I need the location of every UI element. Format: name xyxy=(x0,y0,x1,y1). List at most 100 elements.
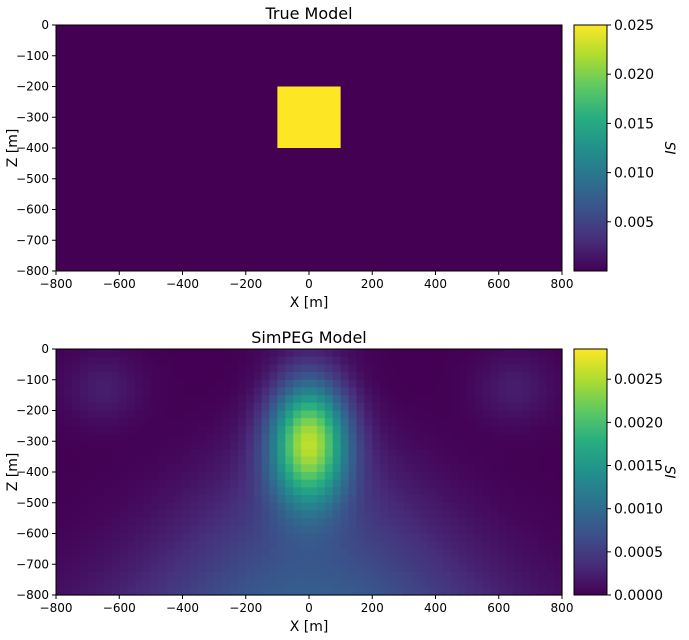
model-cell xyxy=(411,533,421,542)
model-cell xyxy=(459,587,468,596)
model-cell xyxy=(380,433,389,442)
model-cell xyxy=(79,379,89,389)
model-cell xyxy=(87,441,97,450)
model-cell xyxy=(340,587,350,596)
model-cell xyxy=(316,464,326,473)
model-cell xyxy=(403,379,413,389)
model-cell xyxy=(253,364,263,373)
model-cell xyxy=(253,441,263,450)
model-cell xyxy=(356,418,365,427)
model-cell xyxy=(364,410,373,419)
model-cell xyxy=(277,541,286,550)
model-cell xyxy=(285,464,294,473)
model-cell xyxy=(388,579,397,588)
model-cell xyxy=(530,441,539,450)
model-cell xyxy=(530,356,539,365)
model-cell xyxy=(506,479,516,488)
model-cell xyxy=(119,402,128,412)
model-cell xyxy=(95,464,105,473)
model-cell xyxy=(119,518,128,527)
model-cell xyxy=(514,548,524,558)
model-cell xyxy=(150,502,160,512)
model-cell xyxy=(229,379,239,389)
model-cell xyxy=(380,379,389,389)
model-cell xyxy=(63,448,73,458)
model-cell xyxy=(261,433,271,442)
y-tick-label: −500 xyxy=(16,496,49,510)
model-cell xyxy=(198,464,207,473)
model-cell xyxy=(253,395,263,404)
true-model-x-ticks: −800 −600 −400 −200 0 200 400 600 800 xyxy=(40,271,573,291)
model-cell xyxy=(150,364,160,373)
model-cell xyxy=(395,372,405,381)
model-cell xyxy=(364,472,373,481)
model-cell xyxy=(332,464,342,473)
model-cell xyxy=(530,464,539,473)
model-cell xyxy=(119,548,128,558)
model-cell xyxy=(467,564,476,573)
model-cell xyxy=(340,433,350,442)
model-cell xyxy=(332,387,342,396)
model-cell xyxy=(222,541,231,550)
model-cell xyxy=(79,448,89,458)
x-tick-label: −800 xyxy=(40,601,73,615)
model-cell xyxy=(63,387,73,396)
model-cell xyxy=(150,372,160,381)
model-cell xyxy=(277,518,286,527)
model-cell xyxy=(498,525,508,535)
model-cell xyxy=(443,533,452,542)
model-cell xyxy=(332,395,342,404)
model-cell xyxy=(546,349,555,358)
colorbar-tick-label: 0.020 xyxy=(614,67,654,83)
model-cell xyxy=(253,518,263,527)
model-cell xyxy=(340,372,350,381)
x-tick-label: 800 xyxy=(551,601,574,615)
model-cell xyxy=(309,356,318,365)
model-cell xyxy=(237,487,247,496)
model-cell xyxy=(166,587,176,596)
model-cell xyxy=(301,502,310,512)
colorbar-tick-label: 0.025 xyxy=(614,18,654,34)
model-cell xyxy=(372,395,381,404)
model-cell xyxy=(182,579,192,588)
model-cell xyxy=(253,579,263,588)
model-cell xyxy=(229,364,239,373)
model-cell xyxy=(222,525,231,535)
model-cell xyxy=(103,556,112,565)
model-cell xyxy=(245,410,255,419)
model-cell xyxy=(293,533,302,542)
model-cell xyxy=(372,364,381,373)
model-cell xyxy=(403,418,413,427)
model-cell xyxy=(127,425,136,435)
model-cell xyxy=(56,379,65,389)
model-cell xyxy=(372,349,381,358)
model-cell xyxy=(174,495,184,504)
model-cell xyxy=(103,410,112,419)
colorbar-tick-label: 0.0000 xyxy=(614,588,663,604)
model-cell xyxy=(372,571,381,581)
model-cell xyxy=(490,587,500,596)
model-cell xyxy=(490,410,500,419)
model-cell xyxy=(293,525,302,535)
model-cell xyxy=(135,425,144,435)
model-cell xyxy=(111,587,120,596)
model-cell xyxy=(498,587,508,596)
model-cell xyxy=(214,425,223,435)
model-cell xyxy=(119,410,128,419)
model-cell xyxy=(490,502,500,512)
model-cell xyxy=(459,387,468,396)
model-cell xyxy=(206,395,215,404)
model-cell xyxy=(119,364,128,373)
model-cell xyxy=(87,448,97,458)
model-cell xyxy=(554,356,563,365)
model-cell xyxy=(309,495,318,504)
model-cell xyxy=(364,441,373,450)
model-cell xyxy=(190,372,199,381)
model-cell xyxy=(158,587,168,596)
model-cell xyxy=(546,479,555,488)
model-cell xyxy=(245,418,255,427)
model-cell xyxy=(198,395,207,404)
model-cell xyxy=(87,402,97,412)
model-cell xyxy=(198,495,207,504)
model-cell xyxy=(490,387,500,396)
